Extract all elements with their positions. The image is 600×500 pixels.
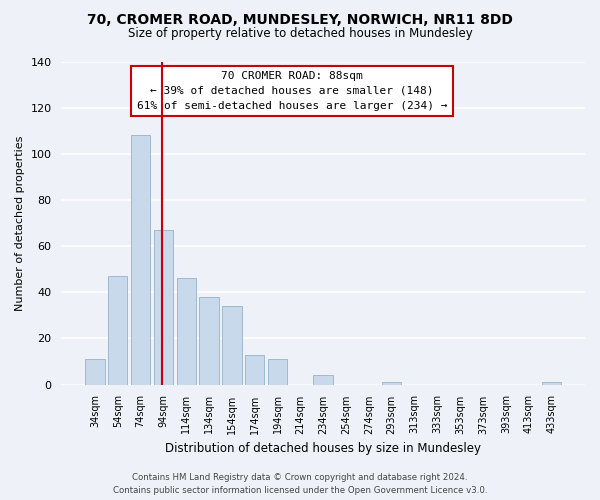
Bar: [199, 297, 219, 384]
Bar: [313, 376, 333, 384]
Text: 70, CROMER ROAD, MUNDESLEY, NORWICH, NR11 8DD: 70, CROMER ROAD, MUNDESLEY, NORWICH, NR1…: [87, 12, 513, 26]
Bar: [245, 354, 265, 384]
Text: Size of property relative to detached houses in Mundesley: Size of property relative to detached ho…: [128, 28, 472, 40]
Bar: [176, 278, 196, 384]
Text: Contains HM Land Registry data © Crown copyright and database right 2024.
Contai: Contains HM Land Registry data © Crown c…: [113, 474, 487, 495]
Bar: [542, 382, 561, 384]
X-axis label: Distribution of detached houses by size in Mundesley: Distribution of detached houses by size …: [165, 442, 481, 455]
Text: 70 CROMER ROAD: 88sqm
← 39% of detached houses are smaller (148)
61% of semi-det: 70 CROMER ROAD: 88sqm ← 39% of detached …: [137, 71, 447, 111]
Bar: [222, 306, 242, 384]
Bar: [108, 276, 127, 384]
Y-axis label: Number of detached properties: Number of detached properties: [15, 136, 25, 310]
Bar: [85, 359, 104, 384]
Bar: [382, 382, 401, 384]
Bar: [154, 230, 173, 384]
Bar: [131, 136, 150, 384]
Bar: [268, 359, 287, 384]
